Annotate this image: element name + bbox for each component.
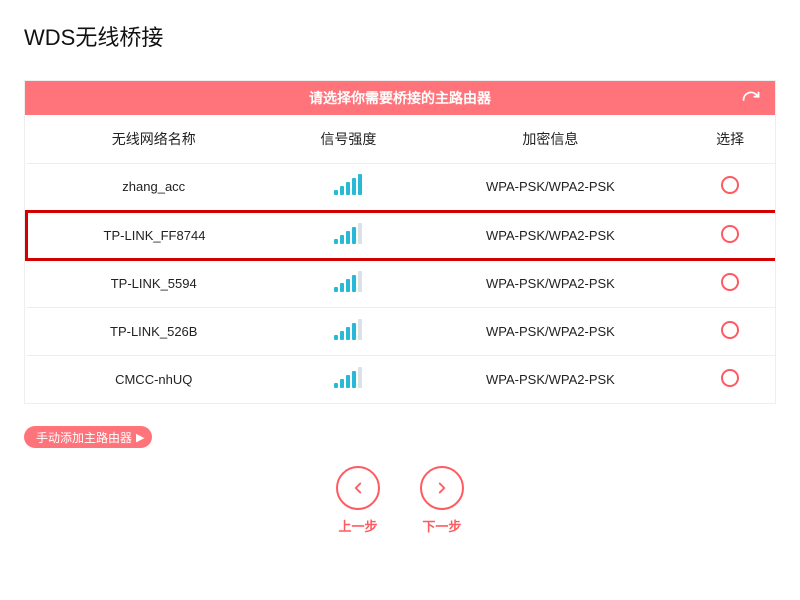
page-title: WDS无线桥接 <box>24 20 776 52</box>
select-radio[interactable] <box>721 176 739 194</box>
manual-add-button[interactable]: 手动添加主路由器 ▶ <box>24 426 152 448</box>
signal-cell <box>281 355 416 403</box>
ssid-cell: TP-LINK_5594 <box>27 259 281 307</box>
col-ssid: 无线网络名称 <box>27 115 281 163</box>
select-cell <box>685 355 775 403</box>
next-label: 下一步 <box>422 519 461 534</box>
table-row[interactable]: CMCC-nhUQ WPA-PSK/WPA2-PSK <box>27 355 776 403</box>
encryption-cell: WPA-PSK/WPA2-PSK <box>416 211 685 259</box>
signal-icon <box>334 368 362 388</box>
col-select: 选择 <box>685 115 775 163</box>
next-button[interactable]: 下一步 <box>420 466 464 535</box>
router-panel: 请选择你需要桥接的主路由器 无线网络名称 信号强度 加密信息 选择 zhang_… <box>24 80 776 404</box>
table-row[interactable]: zhang_acc WPA-PSK/WPA2-PSK <box>27 163 776 211</box>
select-cell <box>685 163 775 211</box>
signal-icon <box>334 224 362 244</box>
encryption-cell: WPA-PSK/WPA2-PSK <box>416 355 685 403</box>
signal-cell <box>281 211 416 259</box>
select-radio[interactable] <box>721 369 739 387</box>
ssid-cell: CMCC-nhUQ <box>27 355 281 403</box>
ssid-cell: TP-LINK_FF8744 <box>27 211 281 259</box>
panel-header-text: 请选择你需要桥接的主路由器 <box>309 90 491 106</box>
encryption-cell: WPA-PSK/WPA2-PSK <box>416 163 685 211</box>
prev-button[interactable]: 上一步 <box>336 466 380 535</box>
chevron-right-icon: ▶ <box>136 431 144 444</box>
signal-cell <box>281 163 416 211</box>
select-cell <box>685 307 775 355</box>
network-table: 无线网络名称 信号强度 加密信息 选择 zhang_acc WPA-PSK/WPA… <box>25 115 775 403</box>
panel-header: 请选择你需要桥接的主路由器 <box>25 81 775 115</box>
manual-add-label: 手动添加主路由器 <box>36 429 132 446</box>
refresh-icon[interactable] <box>741 88 761 108</box>
table-row[interactable]: TP-LINK_FF8744 WPA-PSK/WPA2-PSK <box>27 211 776 259</box>
nav-row: 上一步 下一步 <box>24 466 776 535</box>
signal-icon <box>334 272 362 292</box>
select-cell <box>685 259 775 307</box>
signal-cell <box>281 307 416 355</box>
chevron-right-circle-icon <box>420 466 464 510</box>
encryption-cell: WPA-PSK/WPA2-PSK <box>416 307 685 355</box>
prev-label: 上一步 <box>339 519 378 534</box>
select-radio[interactable] <box>721 225 739 243</box>
select-cell <box>685 211 775 259</box>
col-signal: 信号强度 <box>281 115 416 163</box>
ssid-cell: TP-LINK_526B <box>27 307 281 355</box>
signal-icon <box>334 320 362 340</box>
signal-cell <box>281 259 416 307</box>
select-radio[interactable] <box>721 321 739 339</box>
encryption-cell: WPA-PSK/WPA2-PSK <box>416 259 685 307</box>
col-enc: 加密信息 <box>416 115 685 163</box>
chevron-left-icon <box>336 466 380 510</box>
table-row[interactable]: TP-LINK_526B WPA-PSK/WPA2-PSK <box>27 307 776 355</box>
ssid-cell: zhang_acc <box>27 163 281 211</box>
table-row[interactable]: TP-LINK_5594 WPA-PSK/WPA2-PSK <box>27 259 776 307</box>
select-radio[interactable] <box>721 273 739 291</box>
signal-icon <box>334 175 362 195</box>
